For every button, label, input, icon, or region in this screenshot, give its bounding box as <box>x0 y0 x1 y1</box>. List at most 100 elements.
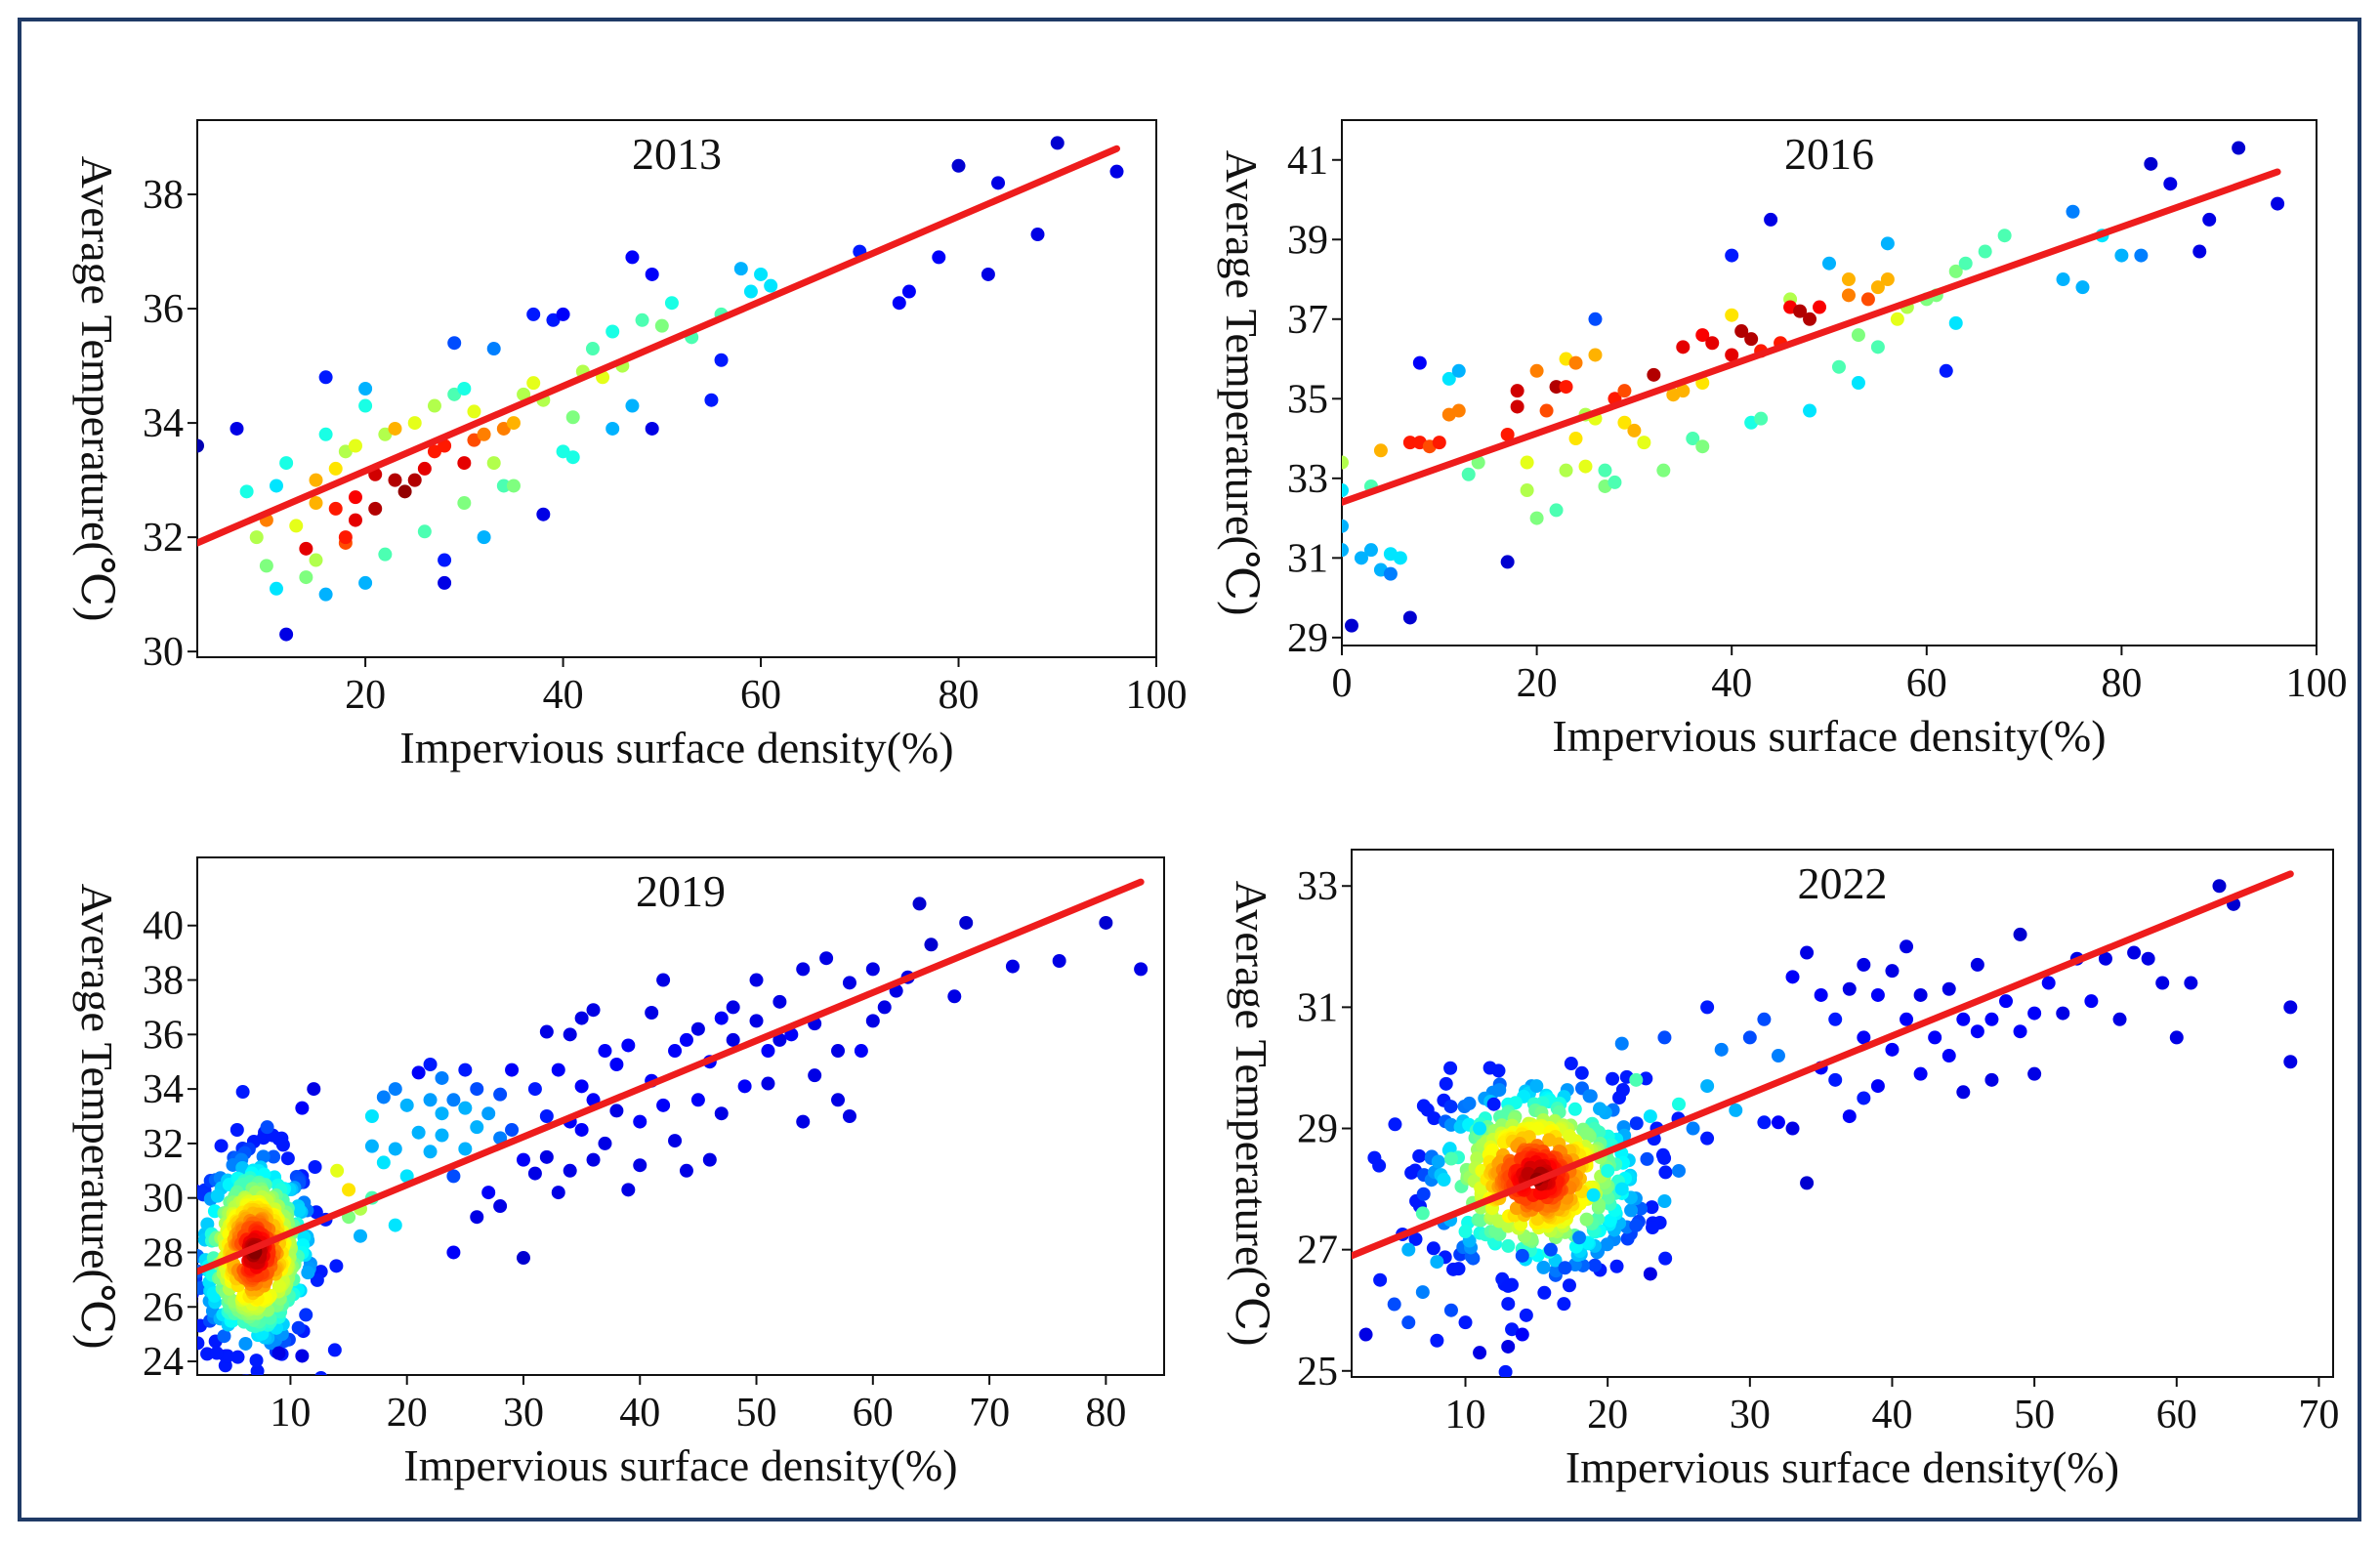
data-point <box>368 501 383 516</box>
data-point <box>435 1106 449 1121</box>
cluster-point <box>280 1151 295 1166</box>
cluster-point <box>1388 1117 1402 1132</box>
data-point <box>1383 566 1398 581</box>
data-point <box>1586 1188 1601 1202</box>
data-point <box>1725 248 1739 263</box>
data-point <box>1501 1278 1516 1293</box>
y-axis-label: Average Temperature(℃) <box>72 884 122 1350</box>
data-point <box>625 398 640 413</box>
data-point <box>364 1139 379 1153</box>
data-point <box>1860 292 1875 307</box>
data-point <box>2041 976 2056 990</box>
data-point <box>1686 1121 1700 1136</box>
data-point <box>2283 1000 2298 1015</box>
data-point <box>1956 1085 1971 1100</box>
x-tick-label: 60 <box>740 673 781 718</box>
data-point <box>1578 459 1593 474</box>
data-point <box>1473 1346 1487 1360</box>
data-point <box>1764 212 1778 227</box>
data-point <box>1608 475 1622 489</box>
data-point <box>690 1093 705 1107</box>
cluster-point <box>301 1266 315 1280</box>
data-point <box>598 1136 612 1150</box>
cluster-point <box>1505 1322 1520 1337</box>
y-tick-label: 36 <box>143 287 184 332</box>
data-point <box>1358 1327 1373 1342</box>
data-point <box>493 1199 508 1214</box>
data-point <box>737 1079 752 1094</box>
data-point <box>2163 177 2178 191</box>
cluster-point <box>310 1272 324 1287</box>
y-tick-label: 41 <box>1287 139 1328 184</box>
data-point <box>1870 340 1885 354</box>
data-point <box>1559 380 1573 395</box>
data-point <box>2112 1012 2127 1026</box>
data-point <box>526 376 541 391</box>
data-point <box>1430 1333 1444 1348</box>
cluster-point <box>1629 1116 1644 1131</box>
panel-title: 2013 <box>632 129 722 179</box>
data-point <box>1412 355 1427 370</box>
data-point <box>1473 1121 1487 1136</box>
fit-line <box>1342 168 2281 506</box>
y-tick-label: 24 <box>143 1340 184 1385</box>
data-point <box>1803 403 1817 418</box>
data-point <box>586 1152 601 1167</box>
data-point <box>505 1063 520 1077</box>
x-tick-label: 80 <box>939 673 980 718</box>
data-point <box>309 496 323 511</box>
data-point <box>633 1114 647 1129</box>
data-point <box>2283 1055 2298 1069</box>
panel-2013: 20 40 60 80 100 30 32 34 36 38 2013 Impervious surf… <box>0 0 1190 772</box>
data-point <box>1734 324 1749 339</box>
data-point <box>1970 957 1984 972</box>
data-point <box>1549 380 1564 395</box>
data-point <box>353 1229 367 1243</box>
data-point <box>496 421 511 436</box>
data-point <box>726 1000 740 1015</box>
scatter-chart: 20 40 60 80 100 30 32 34 36 38 2013 Impervious surf… <box>72 119 1188 772</box>
data-point <box>2134 248 2149 263</box>
data-point <box>690 1021 705 1036</box>
cluster-point <box>1658 1165 1673 1180</box>
data-point <box>526 307 541 321</box>
cluster-point <box>1367 1150 1382 1165</box>
data-point <box>1754 411 1769 426</box>
data-point <box>1109 164 1124 179</box>
cluster-point <box>314 1371 327 1375</box>
data-point <box>318 370 333 385</box>
data-point <box>376 1155 391 1170</box>
data-point <box>330 1163 345 1178</box>
cluster-point <box>1492 1083 1507 1098</box>
data-point <box>714 353 729 367</box>
data-point <box>551 1063 565 1077</box>
data-point <box>2056 272 2070 287</box>
data-point <box>435 1128 449 1143</box>
x-tick-label: 60 <box>1906 661 1947 706</box>
y-axis-label: Average Temperature(℃) <box>1227 881 1276 1347</box>
data-point <box>1052 954 1066 968</box>
data-point <box>1529 363 1544 378</box>
data-point <box>1402 610 1417 625</box>
data-point <box>1614 1182 1629 1196</box>
data-point <box>1432 436 1446 450</box>
data-point <box>457 456 472 471</box>
cluster-point <box>1579 1212 1594 1227</box>
scatter-chart: 0 20 40 60 80 100 29 31 33 35 37 39 41 2016 Impervious… <box>1217 119 2348 761</box>
data-point <box>1520 483 1534 498</box>
data-point <box>486 456 501 471</box>
data-point <box>565 410 580 425</box>
data-point <box>574 1079 589 1094</box>
y-tick-label: 32 <box>143 1122 184 1167</box>
data-point <box>1657 1030 1672 1045</box>
data-point <box>951 158 966 173</box>
data-point <box>761 1044 775 1059</box>
data-point <box>924 938 939 952</box>
data-point <box>1948 264 1963 278</box>
data-point <box>279 456 294 471</box>
data-point <box>338 530 353 545</box>
x-tick-label: 70 <box>969 1391 1010 1436</box>
cluster-point <box>1437 1173 1451 1188</box>
data-point <box>2027 1066 2042 1081</box>
x-tick-label: 40 <box>543 673 584 718</box>
